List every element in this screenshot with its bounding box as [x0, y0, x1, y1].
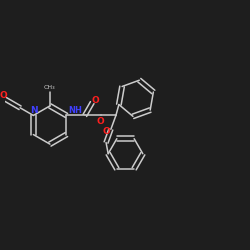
Text: CH₃: CH₃ — [44, 85, 56, 90]
Text: NH: NH — [69, 106, 82, 115]
Text: N: N — [30, 106, 38, 115]
Text: O: O — [103, 128, 111, 136]
Text: O: O — [92, 96, 99, 105]
Text: O: O — [0, 91, 7, 100]
Text: O: O — [97, 116, 104, 126]
